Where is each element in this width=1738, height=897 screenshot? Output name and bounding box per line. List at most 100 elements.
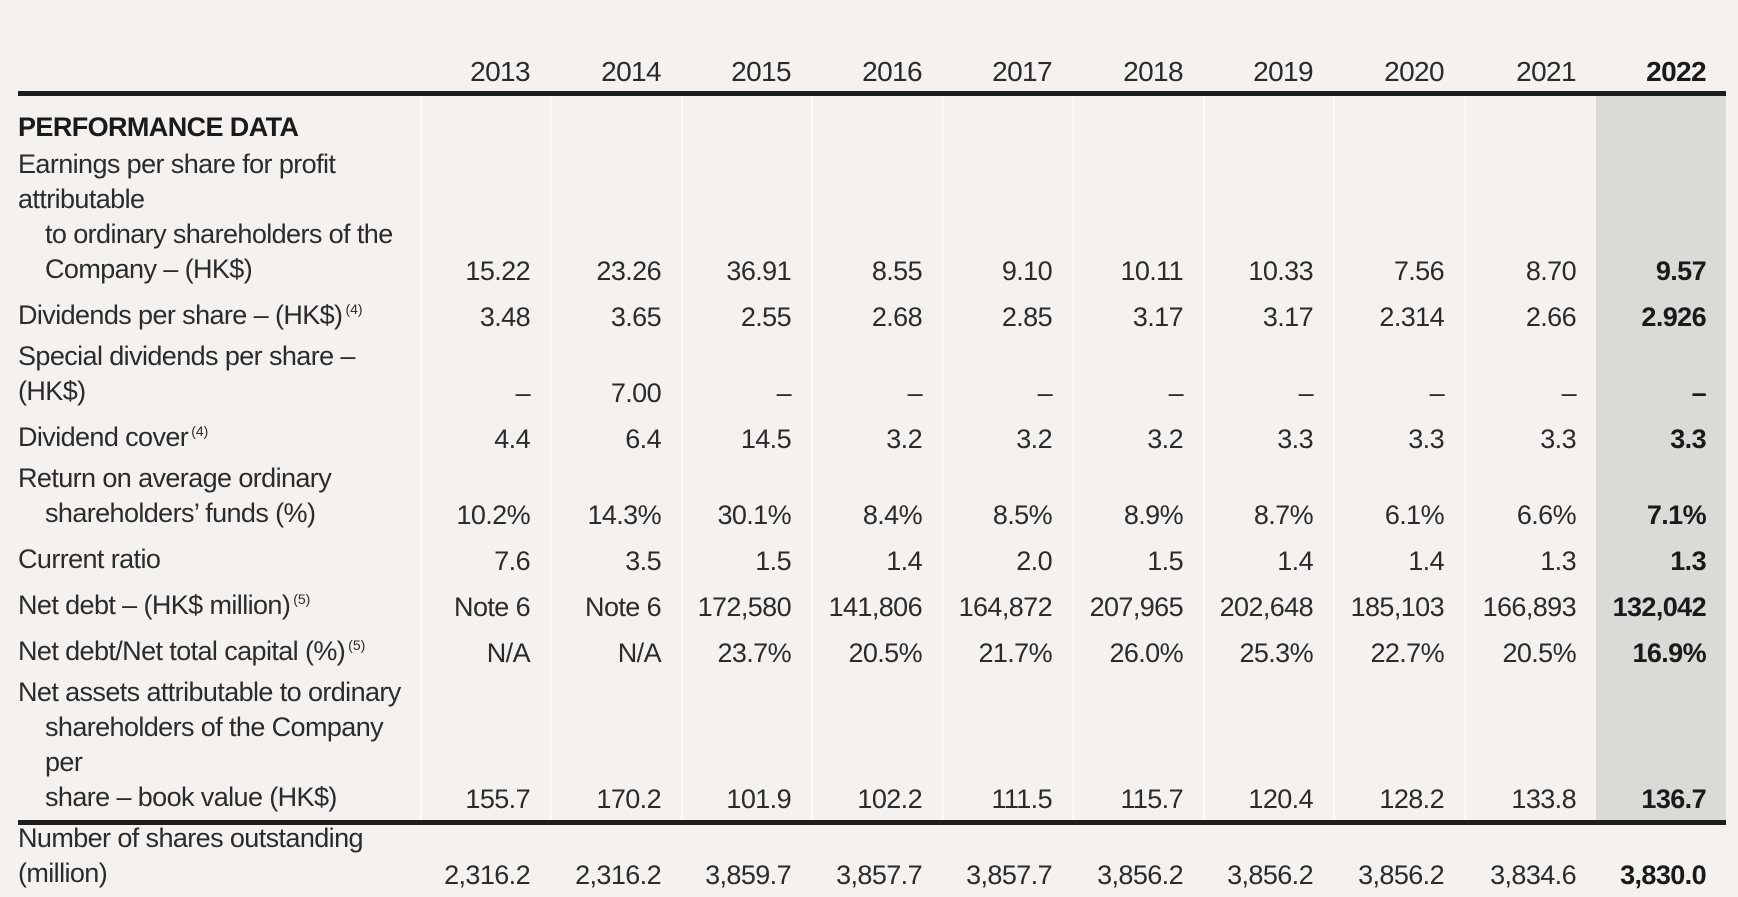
value-cell-2014: 6.4 [625,424,661,454]
value-cell-2020: 128.2 [1379,784,1444,814]
value-cell-2020: 22.7% [1370,638,1444,668]
row-label-line: Dividend cover [18,422,189,452]
value-cell-2015: 23.7% [717,638,791,668]
table-row: Net debt – (HK$ million) (5) Note 6 Note 6 1… [18,583,1726,629]
year-header-2020: 2020 [1384,56,1444,87]
value-cell-2018: 3.17 [1132,302,1184,332]
table-row: Earnings per share for profit attributab… [18,147,1726,293]
value-cell-2017: 2.0 [1016,546,1052,576]
value-cell-2014: 23.26 [596,256,661,286]
table-row: Dividend cover (4) 4.4 6.4 14.5 3.2 3.2 3.2 3.3 3… [18,415,1726,461]
year-header-2019: 2019 [1253,56,1313,87]
value-cell-2013: N/A [486,638,531,668]
value-cell-2019: – [1298,378,1314,408]
value-cell-2014: 2,316.2 [575,860,661,890]
value-cell-2014: 3.5 [625,546,661,576]
row-label: Special dividends per share – (HK$) [18,339,420,415]
value-cell-2017: 2.85 [1001,302,1053,332]
value-cell-2019: 3.3 [1277,424,1313,454]
table-row: Dividends per share – (HK$) (4) 3.48 3.65 2.… [18,293,1726,339]
row-label: Earnings per share for profit attributab… [18,147,420,293]
table-row: Net debt/Net total capital (%) (5) N/A N/A 2… [18,629,1726,675]
column-separator [1203,96,1205,820]
value-cell-2021: 1.3 [1540,546,1576,576]
row-label-line: Net debt – (HK$ million) [18,590,291,620]
column-separator [1333,96,1335,820]
value-cell-2015: 1.5 [755,546,791,576]
value-cell-2015: – [776,378,792,408]
value-cell-2022: 3.3 [1670,424,1706,454]
value-cell-2013: 2,316.2 [444,860,530,890]
value-cell-2016: 20.5% [848,638,922,668]
row-label-line: Special dividends per share – (HK$) [18,341,355,406]
value-cell-2013: 3.48 [479,302,531,332]
value-cell-2014: N/A [617,638,662,668]
value-cell-2016: 3,857.7 [836,860,922,890]
row-label-line: to ordinary shareholders of the [45,219,393,249]
row-label: Number of shares outstanding (million) [18,821,420,897]
value-cell-2014: 7.00 [610,378,662,408]
value-cell-2022: – [1691,378,1707,408]
value-cell-2021: – [1561,378,1577,408]
performance-table-page: 2013 2014 2015 2016 2017 2018 2019 2020 2021 2022… [18,0,1726,890]
column-separator [1464,96,1466,820]
value-cell-2020: – [1429,378,1445,408]
value-cell-2022: 2.926 [1641,302,1706,332]
header-rule [18,91,1726,96]
value-cell-2017: 3,857.7 [966,860,1052,890]
table-row: Number of shares outstanding (million) 2,… [18,821,1726,897]
performance-data-table: 2013 2014 2015 2016 2017 2018 2019 2020 2021 2022… [18,0,1726,897]
value-cell-2018: – [1168,378,1184,408]
row-label-line: shareholders of the Company per [45,712,384,777]
value-cell-2019: 3,856.2 [1227,860,1313,890]
header-label-cell [18,0,420,92]
footnote-reference: (5) [293,591,311,607]
value-cell-2020: 3,856.2 [1358,860,1444,890]
row-label: Dividends per share – (HK$) (4) [18,293,420,339]
footer-rule [18,820,1726,825]
column-separator [1072,96,1074,820]
row-label-line: Return on average ordinary [18,463,332,493]
year-header-2013: 2013 [470,56,530,87]
value-cell-2016: 8.55 [871,256,923,286]
value-cell-2022: 136.7 [1641,784,1706,814]
value-cell-2013: 15.22 [465,256,530,286]
row-label-line: Current ratio [18,544,161,574]
table-row: Special dividends per share – (HK$) – 7.00… [18,339,1726,415]
value-cell-2020: 3.3 [1408,424,1444,454]
value-cell-2014: 3.65 [610,302,662,332]
value-cell-2013: Note 6 [454,592,531,622]
value-cell-2020: 7.56 [1393,256,1445,286]
row-label: Current ratio [18,537,420,583]
year-header-2021: 2021 [1516,56,1576,87]
value-cell-2017: 8.5% [992,500,1053,530]
column-separator [942,96,944,820]
value-cell-2021: 2.66 [1525,302,1577,332]
column-separator [420,96,422,820]
year-header-2017: 2017 [992,56,1052,87]
value-cell-2013: – [515,378,531,408]
value-cell-2020: 185,103 [1350,592,1445,622]
row-label-line: Net assets attributable to ordinary [18,677,401,707]
value-cell-2019: 1.4 [1277,546,1313,576]
row-label-line: share – book value (HK$) [45,782,337,812]
row-label-line: Dividends per share – (HK$) [18,300,343,330]
row-label-line: Net debt/Net total capital (%) [18,636,346,666]
row-label-line: Company – (HK$) [45,254,253,284]
value-cell-2022: 7.1% [1646,500,1707,530]
footnote-reference: (4) [345,301,363,317]
column-separator [550,96,552,820]
value-cell-2013: 155.7 [465,784,530,814]
value-cell-2021: 3,834.6 [1490,860,1576,890]
value-cell-2016: 102.2 [857,784,922,814]
footnote-reference: (5) [348,637,366,653]
value-cell-2016: 141,806 [828,592,923,622]
value-cell-2018: 1.5 [1147,546,1183,576]
value-cell-2018: 10.11 [1120,256,1183,286]
value-cell-2018: 3,856.2 [1097,860,1183,890]
table-row: Return on average ordinary shareholders’ … [18,461,1726,537]
value-cell-2021: 133.8 [1511,784,1576,814]
value-cell-2015: 172,580 [697,592,792,622]
value-cell-2013: 10.2% [456,500,530,530]
value-cell-2018: 3.2 [1147,424,1183,454]
